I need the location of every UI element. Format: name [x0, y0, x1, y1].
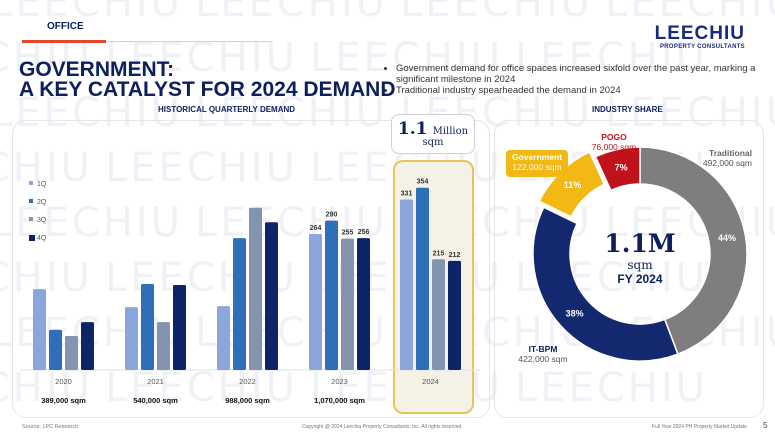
bar-2021-1Q	[125, 307, 138, 370]
donut-chart-panel	[494, 120, 764, 418]
logo-main: LEECHIU	[654, 23, 745, 44]
donut-chart-title: INDUSTRY SHARE	[592, 105, 663, 114]
x-tick-label: 2024	[422, 377, 439, 386]
slice-name-label: POGO	[601, 132, 627, 142]
header-divider	[22, 41, 272, 42]
bar-chart-title: HISTORICAL QUARTERLY DEMAND	[158, 105, 296, 114]
donut-slice-pogo	[594, 146, 641, 192]
legend-swatch-4Q	[29, 235, 35, 241]
annual-total-label: 988,000 sqm	[225, 396, 270, 405]
legend-swatch-2Q	[29, 199, 33, 203]
x-tick-label: 2022	[239, 377, 256, 386]
callout-value: 1.1	[397, 119, 428, 139]
government-label-box	[506, 150, 568, 177]
bar-2021-3Q	[157, 322, 170, 370]
bar-2024-3Q	[432, 259, 445, 370]
data-label: 212	[449, 252, 461, 259]
callout-unit: Million	[432, 126, 469, 137]
footer-source: Source: LPC Research	[22, 424, 79, 430]
slice-name-label: Government	[512, 152, 562, 162]
footer-copyright: Copyright @ 2024 Leechiu Property Consul…	[302, 424, 463, 430]
donut-slice-it-bpm	[532, 206, 679, 362]
footer-report-title: Full Year 2024 PH Property Market Update	[652, 424, 747, 430]
slice-percent-label: 11%	[564, 180, 582, 190]
company-logo: LEECHIU PROPERTY CONSULTANTS	[654, 23, 745, 51]
logo-sub: PROPERTY CONSULTANTS	[659, 44, 745, 50]
legend-label: 3Q	[37, 217, 47, 224]
x-tick-label: 2020	[55, 377, 72, 386]
page-title: GOVERNMENT: A KEY CATALYST FOR 2024 DEMA…	[19, 58, 396, 101]
donut-slice-government	[536, 149, 608, 220]
title-line-2: A KEY CATALYST FOR 2024 DEMAND	[19, 78, 396, 101]
legend-label: 4Q	[37, 235, 47, 242]
annual-total-label: 1,070,000 sqm	[314, 396, 365, 405]
bar-2024-4Q	[448, 260, 461, 370]
bullet-point: Traditional industry spearheaded the dem…	[396, 85, 775, 96]
legend-swatch-1Q	[29, 181, 33, 185]
bar-chart-panel	[12, 120, 490, 418]
data-label: 256	[358, 229, 370, 236]
slice-value-label: 122,000 sqm	[512, 162, 561, 172]
donut-center: 1.1M sqm FY 2024	[590, 229, 690, 287]
bar-2023-4Q	[357, 238, 370, 370]
donut-center-value: 1.1M	[604, 229, 676, 258]
donut-center-unit: sqm	[627, 258, 653, 272]
bar-2020-2Q	[49, 329, 62, 370]
bar-2020-1Q	[33, 289, 46, 370]
bar-2023-1Q	[309, 234, 322, 370]
bar-2020-3Q	[65, 336, 78, 370]
legend-label: 2Q	[37, 199, 47, 206]
bar-2022-1Q	[217, 306, 230, 370]
slice-value-label: 76,000 sqm	[592, 142, 636, 152]
slice-name-label: IT-BPM	[529, 344, 558, 354]
data-label: 264	[310, 225, 322, 232]
bar-2021-4Q	[173, 285, 186, 370]
slice-value-label: 422,000 sqm	[518, 354, 567, 364]
data-label: 290	[326, 212, 338, 219]
bar-2022-2Q	[233, 238, 246, 370]
section-tag: OFFICE	[47, 21, 84, 32]
data-label: 354	[417, 179, 429, 186]
data-label: 215	[433, 250, 445, 257]
bar-2022-3Q	[249, 207, 262, 370]
donut-center-sub: FY 2024	[617, 272, 663, 286]
annual-total-label: 389,000 sqm	[41, 396, 86, 405]
slice-percent-label: 44%	[718, 233, 736, 243]
bar-2024-2Q	[416, 187, 429, 370]
annual-total-label: 540,000 sqm	[133, 396, 178, 405]
slice-percent-label: 38%	[566, 309, 584, 319]
slice-value-label: 492,000 sqm	[703, 158, 752, 168]
bar-2023-3Q	[341, 238, 354, 370]
bar-2020-4Q	[81, 322, 94, 370]
x-tick-label: 2023	[331, 377, 348, 386]
page-number: 5	[763, 421, 768, 430]
donut-slice-traditional	[639, 146, 748, 356]
legend-label: 1Q	[37, 181, 47, 188]
key-points: Government demand for office spaces incr…	[386, 63, 775, 96]
bar-2024-1Q	[400, 199, 413, 370]
title-line-1: GOVERNMENT:	[19, 58, 175, 81]
legend-swatch-3Q	[29, 217, 33, 221]
slice-name-label: Traditional	[709, 148, 752, 158]
bar-2021-2Q	[141, 283, 154, 370]
slice-percent-label: 7%	[615, 163, 628, 173]
x-tick-label: 2021	[147, 377, 164, 386]
bar-2022-4Q	[265, 222, 278, 370]
data-label: 255	[342, 230, 354, 237]
header-accent-bar	[22, 40, 106, 43]
bullet-point: Government demand for office spaces incr…	[396, 63, 775, 85]
bar-2023-2Q	[325, 220, 338, 370]
data-label: 331	[401, 191, 413, 198]
total-2024-callout: 1.1 Million sqm	[391, 114, 475, 154]
callout-unit2: sqm	[422, 137, 444, 148]
